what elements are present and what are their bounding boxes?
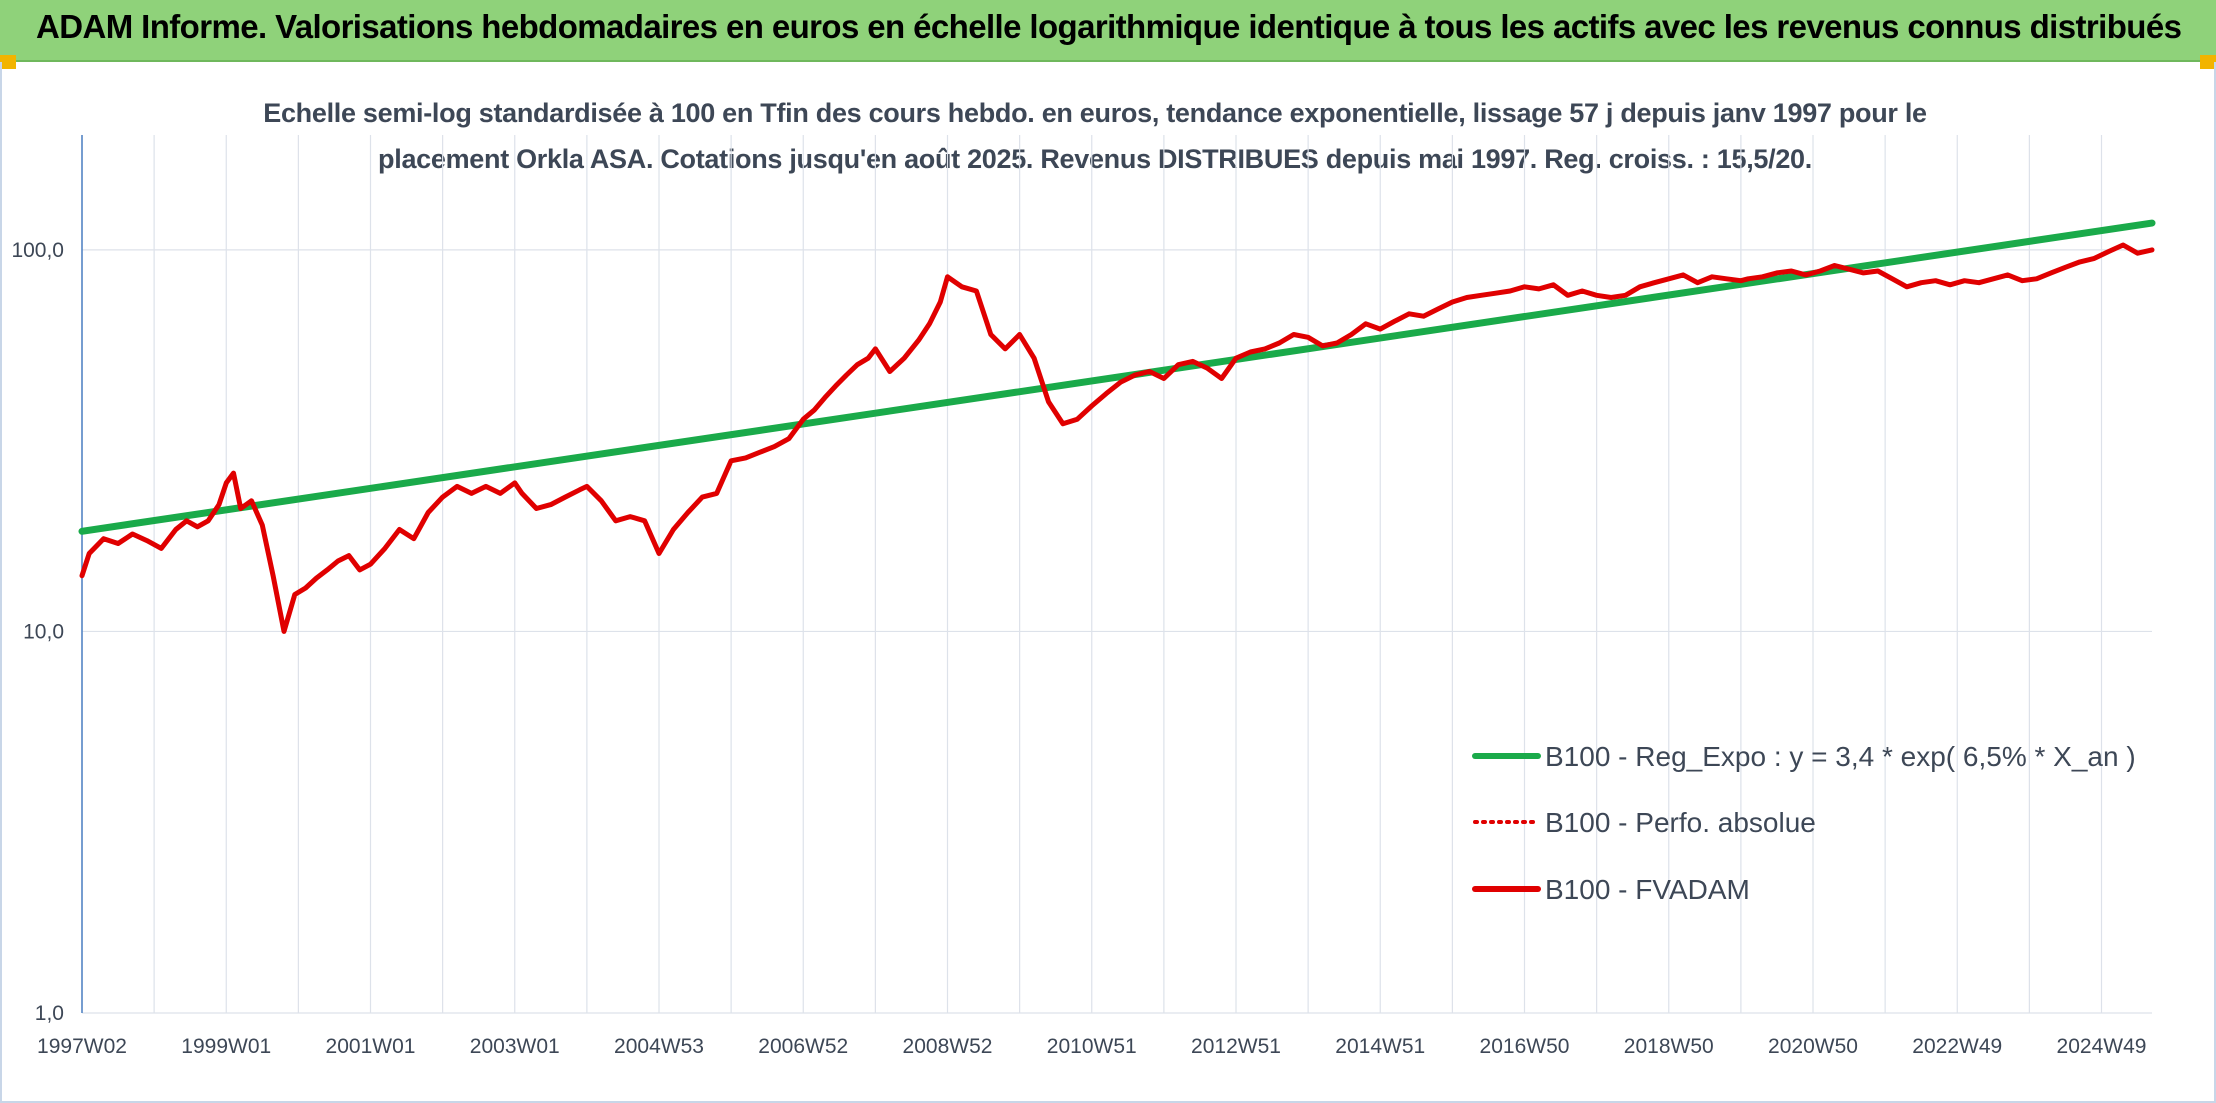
- y-tick-label: 100,0: [11, 239, 64, 262]
- report-title: ADAM Informe. Valorisations hebdomadaire…: [36, 8, 2182, 45]
- chart-frame: [0, 62, 2216, 1103]
- legend-label: B100 - Reg_Expo : y = 3,4 * exp( 6,5% * …: [1545, 741, 2136, 772]
- y-axis: 1,0 10,0 100,0: [11, 135, 83, 1025]
- x-tick-label: 2001W01: [326, 1035, 416, 1058]
- x-tick-label: 1999W01: [181, 1035, 271, 1058]
- x-tick-label: 2020W50: [1768, 1035, 1858, 1058]
- x-tick-label: 2006W52: [758, 1035, 848, 1058]
- series-line: [79, 242, 2155, 634]
- x-axis: 1997W02 1999W01 2001W01 2003W01 2004W53 2006W…: [37, 1035, 2146, 1058]
- chart-subtitle-line2: placement Orkla ASA. Cotations jusqu'en …: [378, 144, 1812, 174]
- legend-label: B100 - Perfo. absolue: [1545, 807, 1816, 838]
- x-tick-label: 2010W51: [1047, 1035, 1137, 1058]
- x-tick-label: 2014W51: [1335, 1035, 1425, 1058]
- y-tick-label: 10,0: [23, 620, 64, 643]
- legend: B100 - Reg_Expo : y = 3,4 * exp( 6,5% * …: [1472, 741, 2136, 905]
- x-tick-label: 2018W50: [1624, 1035, 1714, 1058]
- y-tick-label: 1,0: [35, 1002, 64, 1025]
- chart-subtitle: Echelle semi-log standardisée à 100 en T…: [230, 90, 1960, 182]
- x-tick-label: 2003W01: [470, 1035, 560, 1058]
- x-tick-label: 2004W53: [614, 1035, 704, 1058]
- corner-marker-left: [0, 55, 16, 69]
- report-header: ADAM Informe. Valorisations hebdomadaire…: [0, 0, 2216, 62]
- x-tick-label: 1997W02: [37, 1035, 127, 1058]
- x-tick-label: 2016W50: [1480, 1035, 1570, 1058]
- x-tick-label: 2024W49: [2057, 1035, 2147, 1058]
- corner-marker-right: [2200, 55, 2216, 69]
- x-tick-label: 2022W49: [1912, 1035, 2002, 1058]
- chart-subtitle-line1: Echelle semi-log standardisée à 100 en T…: [263, 98, 1927, 128]
- x-tick-label: 2008W52: [903, 1035, 993, 1058]
- x-tick-label: 2012W51: [1191, 1035, 1281, 1058]
- legend-label: B100 - FVADAM: [1545, 874, 1750, 905]
- series-lines: [78, 219, 2156, 634]
